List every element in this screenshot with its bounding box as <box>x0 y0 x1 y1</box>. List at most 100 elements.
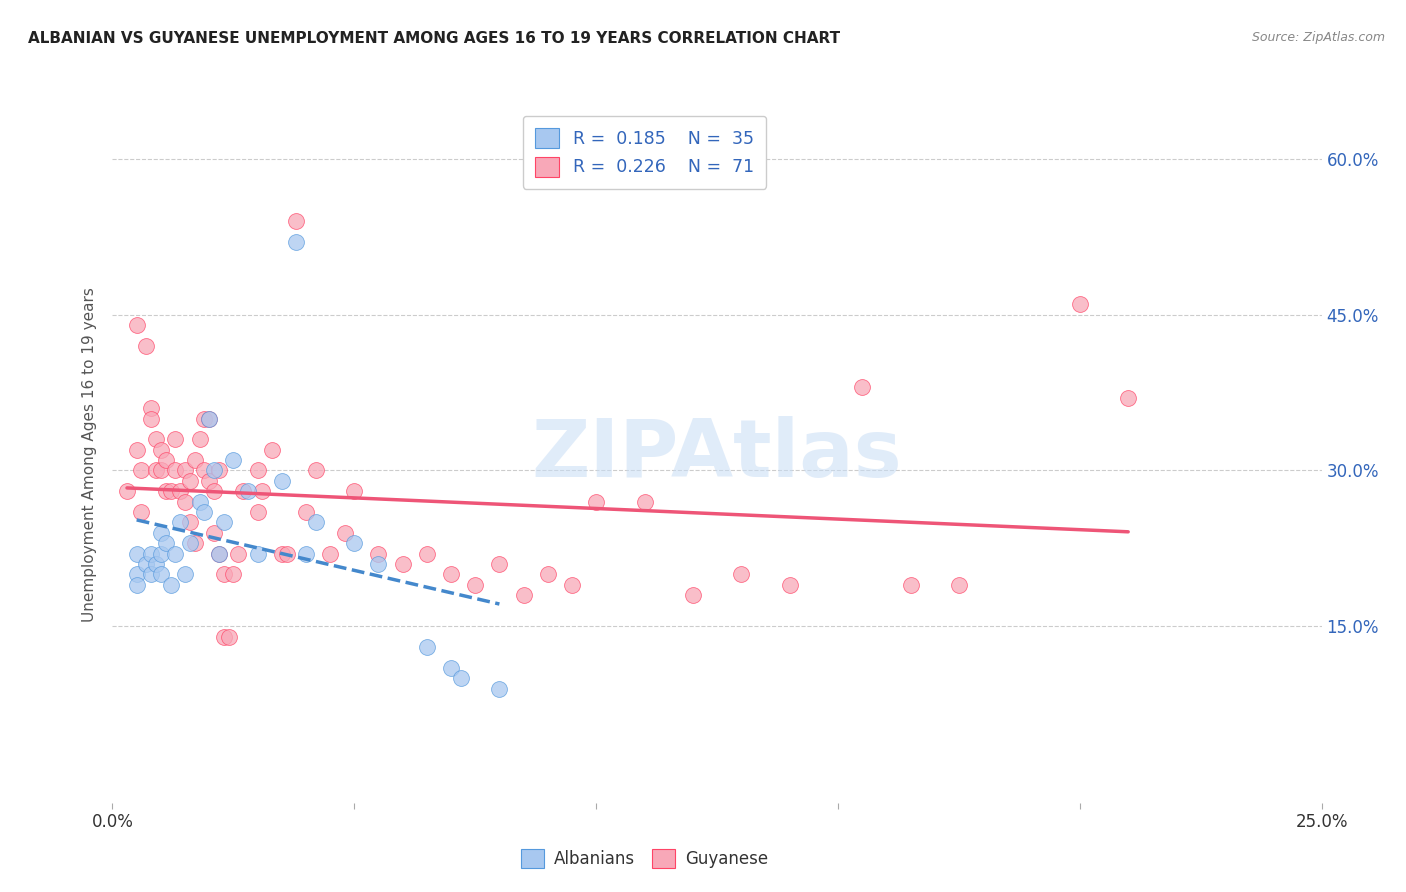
Point <box>202 525 225 540</box>
Point <box>149 463 172 477</box>
Point <box>125 318 148 332</box>
Point <box>145 557 167 571</box>
Point <box>391 557 413 571</box>
Point <box>537 567 560 582</box>
Point <box>141 567 163 582</box>
Point <box>198 411 221 425</box>
Point <box>276 547 298 561</box>
Point <box>169 484 191 499</box>
Point <box>333 525 356 540</box>
Point <box>367 547 389 561</box>
Point <box>440 661 463 675</box>
Point <box>236 484 259 499</box>
Point <box>730 567 752 582</box>
Legend: Albanians, Guyanese: Albanians, Guyanese <box>515 842 775 874</box>
Point <box>135 557 157 571</box>
Point <box>188 433 211 447</box>
Point <box>183 453 205 467</box>
Point <box>149 547 172 561</box>
Point <box>125 442 148 457</box>
Point <box>125 578 148 592</box>
Point <box>188 494 211 508</box>
Point <box>174 567 197 582</box>
Point <box>226 547 249 561</box>
Point <box>512 588 534 602</box>
Point <box>125 547 148 561</box>
Point <box>633 494 655 508</box>
Point <box>1069 297 1091 311</box>
Point <box>198 474 221 488</box>
Point <box>416 640 439 654</box>
Point <box>561 578 583 592</box>
Point <box>179 536 201 550</box>
Point <box>183 536 205 550</box>
Point <box>416 547 439 561</box>
Point <box>295 547 318 561</box>
Text: Source: ZipAtlas.com: Source: ZipAtlas.com <box>1251 31 1385 45</box>
Point <box>208 463 231 477</box>
Point <box>193 505 215 519</box>
Point <box>585 494 607 508</box>
Point <box>159 484 181 499</box>
Point <box>212 630 235 644</box>
Point <box>149 567 172 582</box>
Point <box>193 411 215 425</box>
Point <box>222 567 245 582</box>
Point <box>246 505 269 519</box>
Point <box>202 463 225 477</box>
Point <box>141 411 163 425</box>
Point <box>169 516 191 530</box>
Point <box>198 411 221 425</box>
Point <box>159 578 181 592</box>
Point <box>252 484 274 499</box>
Point <box>212 567 235 582</box>
Point <box>208 547 231 561</box>
Point <box>165 433 187 447</box>
Point <box>179 516 201 530</box>
Point <box>174 494 197 508</box>
Point <box>212 516 235 530</box>
Point <box>464 578 486 592</box>
Point <box>145 463 167 477</box>
Point <box>155 453 177 467</box>
Point <box>319 547 342 561</box>
Point <box>488 557 510 571</box>
Point <box>270 474 292 488</box>
Point <box>304 463 326 477</box>
Point <box>131 505 153 519</box>
Point <box>131 463 153 477</box>
Point <box>145 433 167 447</box>
Point <box>682 588 704 602</box>
Point <box>141 401 163 416</box>
Text: ALBANIAN VS GUYANESE UNEMPLOYMENT AMONG AGES 16 TO 19 YEARS CORRELATION CHART: ALBANIAN VS GUYANESE UNEMPLOYMENT AMONG … <box>28 31 841 46</box>
Point <box>488 681 510 696</box>
Point <box>285 235 308 249</box>
Point <box>343 484 366 499</box>
Point <box>179 474 201 488</box>
Point <box>165 547 187 561</box>
Point <box>125 567 148 582</box>
Point <box>165 463 187 477</box>
Point <box>174 463 197 477</box>
Point <box>202 484 225 499</box>
Point <box>222 453 245 467</box>
Point <box>193 463 215 477</box>
Point <box>246 547 269 561</box>
Point <box>851 380 873 394</box>
Point <box>135 339 157 353</box>
Point <box>115 484 138 499</box>
Point <box>246 463 269 477</box>
Point <box>1116 391 1139 405</box>
Point <box>440 567 463 582</box>
Point <box>155 484 177 499</box>
Point <box>343 536 366 550</box>
Point <box>285 214 308 228</box>
Point <box>208 547 231 561</box>
Point <box>141 547 163 561</box>
Text: ZIPAtlas: ZIPAtlas <box>531 416 903 494</box>
Point <box>367 557 389 571</box>
Point <box>262 442 284 457</box>
Point <box>270 547 292 561</box>
Point <box>900 578 922 592</box>
Point <box>155 536 177 550</box>
